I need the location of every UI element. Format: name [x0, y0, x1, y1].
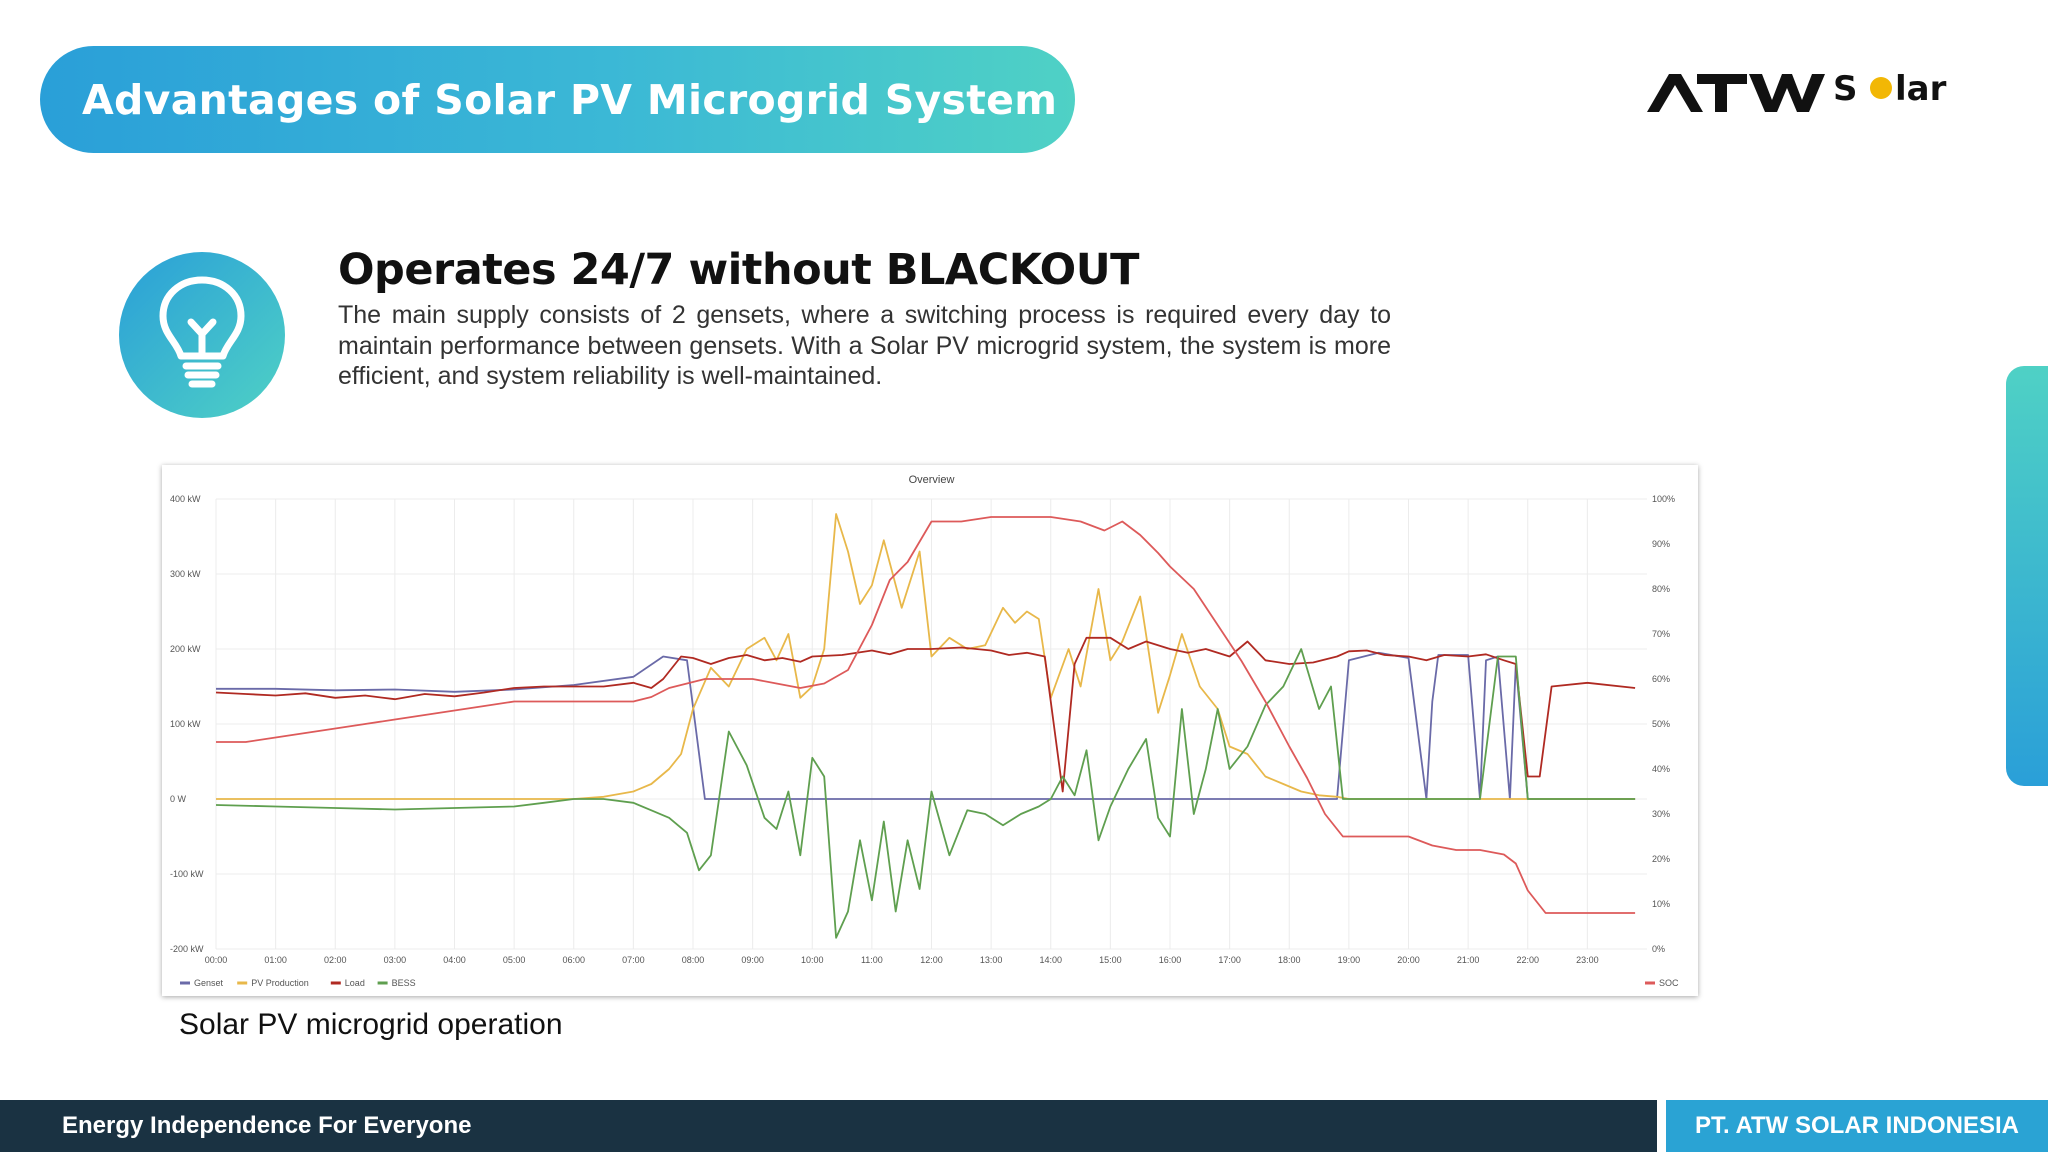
chart-panel: Overview 400 kW 300 kW 200 kW 100 kW 0 W -100 …	[162, 465, 1698, 996]
title-banner: Advantages of Solar PV Microgrid System	[40, 46, 1075, 153]
feature-description: The main supply consists of 2 gensets, w…	[338, 301, 1391, 390]
legend-label: Load	[345, 978, 365, 988]
y-tick-label: 300 kW	[170, 569, 201, 579]
x-tick-label: 02:00	[324, 955, 347, 965]
x-tick-label: 16:00	[1159, 955, 1182, 965]
x-tick-label: 10:00	[801, 955, 824, 965]
y-tick-label: -200 kW	[170, 944, 204, 954]
x-tick-label: 21:00	[1457, 955, 1480, 965]
chart-title: Overview	[909, 474, 955, 486]
y-tick-label: 400 kW	[170, 494, 201, 504]
y-tick-label: 0 W	[170, 794, 187, 804]
y-tick-label: 100 kW	[170, 719, 201, 729]
series-line-soc	[216, 516, 1636, 914]
svg-text:S: S	[1833, 69, 1858, 109]
x-tick-label: 13:00	[980, 955, 1003, 965]
legend-label: SOC	[1659, 978, 1679, 988]
x-tick-label: 18:00	[1278, 955, 1301, 965]
x-tick-label: 08:00	[682, 955, 705, 965]
x-tick-label: 11:00	[861, 955, 883, 965]
y-right-tick-label: 100%	[1652, 494, 1675, 504]
x-tick-label: 12:00	[920, 955, 943, 965]
x-tick-label: 14:00	[1039, 955, 1062, 965]
y-right-tick-label: 30%	[1652, 809, 1670, 819]
footer-tagline-bar: Energy Independence For Everyone	[0, 1100, 1657, 1152]
legend-label: BESS	[392, 978, 416, 988]
x-tick-label: 22:00	[1516, 955, 1539, 965]
x-tick-label: 03:00	[384, 955, 407, 965]
page-title: Advantages of Solar PV Microgrid System	[82, 75, 1058, 124]
chart-caption: Solar PV microgrid operation	[179, 1008, 563, 1041]
legend-label: PV Production	[251, 978, 309, 988]
atw-solar-logo: S lar	[1647, 69, 1947, 112]
feature-icon-circle	[119, 252, 285, 418]
side-accent-tab	[2006, 366, 2048, 786]
y-right-tick-label: 90%	[1652, 539, 1670, 549]
series-line-pv-production	[216, 513, 1636, 800]
legend-label: Genset	[194, 978, 224, 988]
feature-heading: Operates 24/7 without BLACKOUT	[338, 245, 1139, 295]
y-right-tick-label: 50%	[1652, 719, 1670, 729]
x-tick-label: 09:00	[741, 955, 764, 965]
x-tick-label: 20:00	[1397, 955, 1420, 965]
y-right-tick-label: 70%	[1652, 629, 1670, 639]
x-tick-label: 05:00	[503, 955, 526, 965]
y-right-tick-label: 20%	[1652, 854, 1670, 864]
lightbulb-icon	[159, 276, 245, 388]
y-right-tick-label: 60%	[1652, 674, 1670, 684]
x-tick-label: 19:00	[1338, 955, 1361, 965]
series-line-genset	[216, 651, 1636, 800]
y-right-tick-label: 80%	[1652, 584, 1670, 594]
x-tick-label: 23:00	[1576, 955, 1599, 965]
y-tick-label: -100 kW	[170, 869, 204, 879]
x-tick-label: 15:00	[1099, 955, 1122, 965]
series-line-bess	[215, 648, 1636, 939]
y-right-tick-label: 0%	[1652, 944, 1665, 954]
y-tick-label: 200 kW	[170, 644, 201, 654]
y-right-tick-label: 10%	[1652, 899, 1670, 909]
series-line-load	[215, 636, 1636, 793]
x-tick-label: 06:00	[562, 955, 585, 965]
x-tick-label: 01:00	[264, 955, 287, 965]
y-right-tick-label: 40%	[1652, 764, 1670, 774]
footer-company: PT. ATW SOLAR INDONESIA	[1695, 1112, 2019, 1139]
x-tick-label: 07:00	[622, 955, 645, 965]
x-tick-label: 00:00	[205, 955, 228, 965]
svg-text:lar: lar	[1895, 69, 1947, 109]
footer-company-bar: PT. ATW SOLAR INDONESIA	[1666, 1100, 2048, 1152]
footer-tagline: Energy Independence For Everyone	[62, 1112, 472, 1139]
x-tick-label: 17:00	[1218, 955, 1241, 965]
overview-chart: Overview 400 kW 300 kW 200 kW 100 kW 0 W -100 …	[170, 474, 1679, 988]
x-tick-label: 04:00	[443, 955, 466, 965]
